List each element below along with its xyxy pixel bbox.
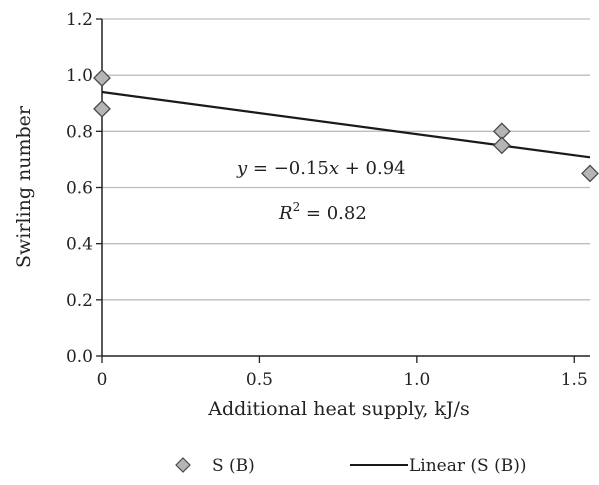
data-point: [93, 99, 111, 118]
r2-value: = 0.82: [300, 203, 367, 224]
y-tick-label: 0.6: [66, 179, 93, 199]
trendline-equation: y = −0.15x + 0.94: [236, 158, 406, 179]
legend-label-series: S (B): [212, 456, 255, 476]
equation-y-var: y: [236, 158, 248, 179]
trendline: [101, 90, 591, 159]
grid-layer: [102, 18, 590, 301]
data-point: [492, 136, 511, 155]
data-point: [581, 164, 599, 183]
points-layer: [93, 69, 599, 183]
r2-superscript: 2: [293, 200, 301, 214]
legend-label-trendline: Linear (S (B)): [409, 456, 526, 476]
x-axis-title: Additional heat supply, kJ/s: [207, 398, 469, 420]
ticks-layer: 0.0 0.2 0.4 0.6 0.8 1.0 1.2 0 0.5 1.0 1.5: [66, 10, 588, 390]
y-axis-title: Swirling number: [13, 105, 35, 268]
legend: S (B) Linear (S (B)): [175, 456, 526, 476]
y-tick-label: 0.0: [66, 347, 93, 367]
x-tick-label: 0.5: [246, 370, 273, 390]
x-tick-label: 1.0: [403, 370, 430, 390]
equation-slope: = −0.15: [247, 158, 329, 179]
trend-layer: [101, 90, 591, 159]
y-tick-label: 1.0: [66, 66, 93, 86]
y-tick-label: 0.2: [66, 291, 93, 311]
r2-symbol: R: [278, 203, 293, 224]
r-squared-label: R2 = 0.82: [278, 200, 367, 224]
y-tick-label: 0.4: [66, 235, 93, 255]
y-tick-label: 1.2: [66, 10, 93, 30]
x-tick-label: 1.5: [561, 370, 588, 390]
equation-x-var: x: [329, 158, 339, 179]
x-tick-label: 0: [97, 370, 108, 390]
legend-diamond-marker: [175, 457, 191, 473]
equation-intercept: + 0.94: [339, 158, 406, 179]
y-tick-label: 0.8: [66, 122, 93, 142]
data-point: [93, 69, 111, 87]
